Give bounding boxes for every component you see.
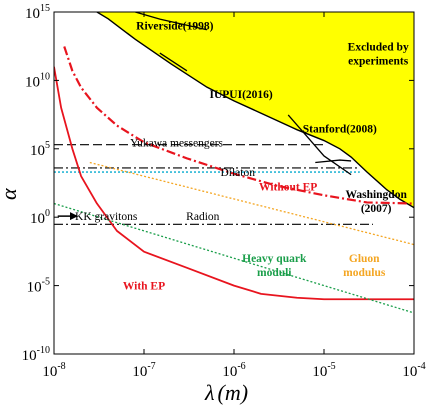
x-tick-label: 10-7 xyxy=(132,361,155,380)
x-tick-label: 10-5 xyxy=(312,361,335,380)
x-axis-unit: (m) xyxy=(218,380,249,405)
series-heavy-quark-moduli xyxy=(54,202,414,314)
experiment-curve-stanford-2008 xyxy=(287,114,352,176)
annotation-stanford-2008: Stanford(2008) xyxy=(303,124,377,136)
x-tick-label: 10-8 xyxy=(42,361,65,380)
axis-ticks: 10-8 10-7 10-6 10-5 10-4 10-10 10-5 100 105 1010 1… xyxy=(22,3,426,380)
annotation-heavy-quark-moduli: Heavy quark moduli xyxy=(242,253,307,279)
plot-area xyxy=(54,12,414,314)
series-with-ep xyxy=(54,66,414,301)
experiment-curve-washingdon-2007 xyxy=(315,159,352,164)
excluded-boundary-line xyxy=(96,12,414,209)
annotation-with-ep: With EP xyxy=(123,281,165,293)
experiment-curve-iupui-2016 xyxy=(159,52,188,72)
y-tick-label: 1015 xyxy=(25,3,50,22)
annotation-riverside-1998: Riverside(1998) xyxy=(136,21,213,33)
y-tick-label: 10-5 xyxy=(27,277,50,296)
annotation-kk-gravitons: KK gravitons xyxy=(75,211,138,223)
y-tick-label: 100 xyxy=(30,208,50,227)
annotation-gluon-modulus: Gluon modulus xyxy=(343,253,386,279)
y-tick-label: 1010 xyxy=(25,71,50,90)
y-tick-label: 105 xyxy=(30,140,50,159)
x-axis-title: λ (m) xyxy=(204,380,248,405)
excluded-region xyxy=(96,12,414,208)
x-tick-label: 10-6 xyxy=(222,361,245,380)
y-tick-label: 10-10 xyxy=(22,345,50,364)
annotation-excluded-by-experiments: Excluded by experiments xyxy=(348,42,409,68)
experiment-curve-riverside-1998 xyxy=(135,12,208,31)
y-axis-title: α xyxy=(0,188,21,200)
series-without-ep xyxy=(63,46,414,205)
annotation-washingdon-2007: Washingdon (2007) xyxy=(345,189,407,215)
annotation-radion: Radion xyxy=(186,211,219,223)
annotation-iupui-2016: IUPUI(2016) xyxy=(210,89,273,101)
annotation-dilaton: Dilaton xyxy=(220,167,255,179)
annotation-yukawa-messengers: Yukawa messengers xyxy=(130,137,223,149)
x-axis-symbol: λ xyxy=(204,380,215,405)
annotation-without-ep: Without EP xyxy=(259,182,317,194)
x-tick-label: 10-4 xyxy=(402,361,425,380)
annotations: Riverside(1998) IUPUI(2016) Stanford(2008)… xyxy=(57,21,409,293)
